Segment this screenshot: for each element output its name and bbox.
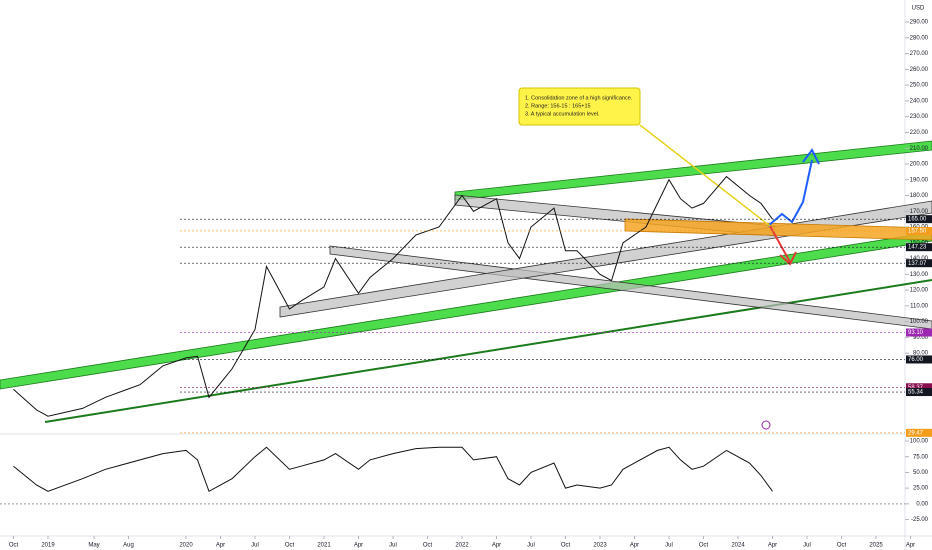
price-tag	[906, 355, 932, 364]
annotation-line: 1. Consolidation zone of a high signific…	[525, 95, 633, 101]
price-tag-label: 147.23	[908, 245, 927, 251]
x-tick-label: 2025	[869, 543, 883, 549]
y2-tick-label: 0.00	[916, 501, 928, 507]
x-tick-label: 2024	[731, 543, 745, 549]
price-tag-label: 93.10	[908, 330, 924, 336]
y2-tick-label: 50.00	[913, 470, 929, 476]
y-tick-label: 110.00	[910, 303, 929, 309]
price-tag	[906, 383, 932, 392]
consolidation-zone	[624, 218, 932, 241]
price-tag	[906, 226, 932, 235]
price-tag	[906, 243, 932, 252]
x-tick-label: Jul	[251, 543, 259, 549]
price-tag	[906, 388, 932, 397]
x-tick-label: Jul	[527, 543, 535, 549]
annotation-box	[518, 87, 641, 126]
arrow-head	[779, 251, 797, 266]
y-tick-label: 280.00	[910, 35, 929, 41]
y-tick-label: 100.00	[910, 319, 929, 325]
x-tick-label: Jul	[803, 543, 811, 549]
event-icon	[761, 420, 771, 430]
x-tick-label: Oct	[561, 543, 571, 549]
price-tag-label: 55.34	[908, 390, 924, 396]
y-tick-label: 200.00	[910, 162, 929, 168]
y2-tick-label: -25.00	[911, 517, 929, 523]
x-tick-label: Apr	[216, 543, 225, 549]
price-tag-label: 157.50	[908, 229, 927, 235]
y-tick-label: 180.00	[910, 193, 929, 199]
x-tick-label: 2019	[41, 543, 55, 549]
y-tick-label: 90.00	[913, 335, 929, 341]
drawings: 1. Consolidation zone of a high signific…	[0, 87, 932, 430]
price-tag-label: 76.00	[908, 357, 924, 363]
y-tick-label: 140.00	[910, 256, 929, 262]
bullish-path	[767, 159, 813, 227]
y-tick-label: 120.00	[910, 288, 929, 294]
annotation-line: 2. Range: 156-15 : 165+15	[525, 103, 591, 109]
green-channel-lower	[0, 231, 932, 390]
price-tag-label: 137.07	[908, 261, 927, 267]
price-tag	[906, 259, 932, 268]
y-tick-label: 290.00	[910, 20, 929, 26]
oscillator-line	[13, 446, 773, 493]
gray-channel	[329, 245, 932, 330]
price-tag	[906, 215, 932, 224]
y2-tick-label: 100.00	[910, 439, 929, 445]
price-tag-label: 29.47	[908, 430, 924, 436]
price-line	[13, 175, 773, 417]
annotation-line: 3. A typical accumulation level.	[525, 111, 600, 117]
x-tick-label: Oct	[699, 543, 709, 549]
y-tick-label: 80.00	[913, 351, 929, 357]
y-tick-label: 250.00	[910, 83, 929, 89]
y2-tick-label: 75.00	[913, 454, 929, 460]
y-tick-label: 190.00	[910, 177, 929, 183]
x-tick-label: 2020	[179, 543, 193, 549]
y-tick-label: 170.00	[910, 209, 929, 215]
x-tick-label: Jul	[665, 543, 673, 549]
y2-tick-label: 25.00	[913, 486, 929, 492]
y-tick-label: 240.00	[910, 98, 929, 104]
price-tag	[906, 428, 932, 437]
price-tag-label: 165.00	[908, 217, 927, 223]
price-tag	[906, 328, 932, 337]
x-tick-label: Jul	[389, 543, 397, 549]
x-tick-label: Oct	[9, 543, 19, 549]
y-tick-label: 230.00	[910, 114, 929, 120]
x-tick-label: 2022	[455, 543, 469, 549]
x-tick-label: Apr	[354, 543, 363, 549]
y-tick-label: 260.00	[910, 67, 929, 73]
x-tick-label: Apr	[768, 543, 777, 549]
currency-label: USD	[912, 6, 925, 12]
x-tick-label: Apr	[492, 543, 501, 549]
arrow-head	[802, 148, 820, 165]
price-tag-label: 58.37	[908, 385, 924, 391]
y-tick-label: 210.00	[910, 146, 929, 152]
x-tick-label: Aug	[123, 543, 134, 549]
callout-pointer	[639, 124, 771, 227]
y-tick-label: 270.00	[910, 51, 929, 57]
x-tick-label: Apr	[630, 543, 639, 549]
y-tick-label: 130.00	[910, 272, 929, 278]
x-tick-label: 2021	[317, 543, 331, 549]
x-tick-label: 2023	[593, 543, 607, 549]
y-tick-label: 220.00	[910, 130, 929, 136]
x-tick-label: Oct	[423, 543, 433, 549]
x-tick-label: May	[88, 543, 99, 549]
x-tick-label: Oct	[837, 543, 847, 549]
x-tick-label: Apr	[906, 543, 915, 549]
x-tick-label: Oct	[285, 543, 295, 549]
bearish-path	[769, 225, 791, 263]
